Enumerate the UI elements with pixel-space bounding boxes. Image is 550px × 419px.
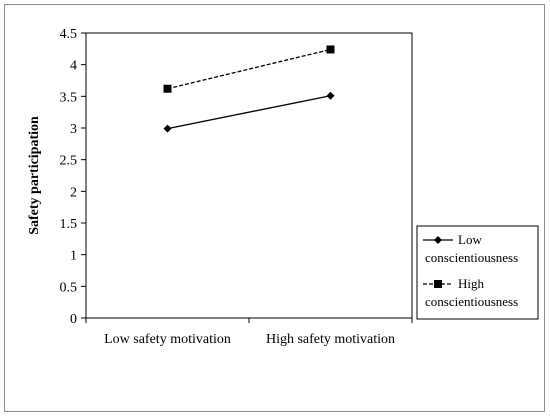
y-tick-label: 0 — [70, 312, 77, 327]
y-axis-title: Safety participation — [27, 116, 42, 235]
plot-area — [85, 32, 413, 319]
data-point — [163, 124, 172, 133]
y-tick-label: 3 — [70, 122, 77, 137]
y-tick-label: 0.5 — [60, 280, 78, 295]
legend-label: conscientiousness — [425, 250, 518, 265]
series-1 — [163, 91, 335, 133]
data-point — [326, 45, 335, 54]
chart-frame — [4, 4, 545, 412]
legend-label: Low — [458, 232, 482, 247]
series-line — [167, 95, 331, 130]
legend-label: High — [458, 276, 485, 291]
legend-item: Low conscientiousness — [423, 232, 518, 265]
y-axis: 0 0.5 1 1.5 2 2.5 3 3.5 4 4.5 — [60, 27, 86, 327]
legend-item: High conscientiousness — [423, 276, 518, 309]
legend: Low conscientiousness High conscientiousnes… — [416, 225, 539, 320]
x-tick-label: Low safety motivation — [104, 332, 231, 347]
y-tick-label: 1.5 — [60, 217, 78, 232]
series-layer — [163, 45, 335, 133]
legend-swatch-marker — [434, 236, 442, 244]
x-tick-label: High safety motivation — [266, 332, 395, 347]
data-point — [326, 91, 335, 100]
series-line — [167, 48, 331, 90]
data-point — [163, 84, 172, 93]
x-axis: Low safety motivation High safety motivat… — [85, 318, 413, 347]
legend-label: conscientiousness — [425, 294, 518, 309]
y-tick-label: 4.5 — [60, 27, 78, 42]
y-tick-label: 3.5 — [60, 90, 78, 105]
legend-swatch-marker — [434, 280, 442, 288]
y-tick-label: 1 — [70, 249, 77, 264]
y-tick-label: 2 — [70, 185, 77, 200]
y-tick-label: 4 — [70, 59, 77, 74]
series-2 — [163, 45, 335, 93]
y-tick-label: 2.5 — [60, 154, 78, 169]
